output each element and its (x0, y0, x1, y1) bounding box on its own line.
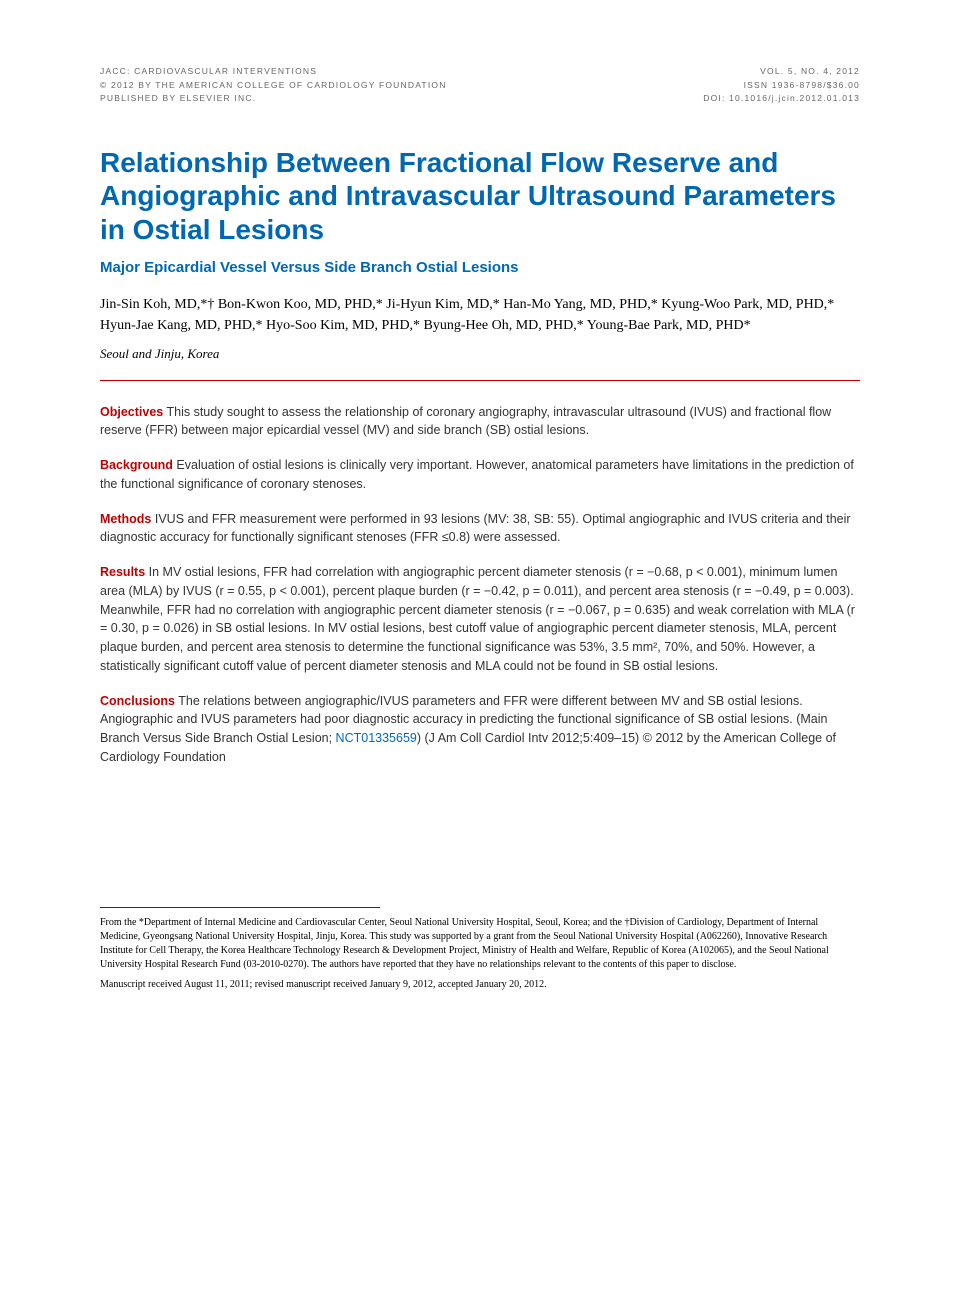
abstract-background: Background Evaluation of ostial lesions … (100, 456, 860, 494)
article-title: Relationship Between Fractional Flow Res… (100, 146, 860, 247)
title-divider (100, 380, 860, 381)
affiliation-footnote: From the *Department of Internal Medicin… (100, 916, 860, 972)
header-left: JACC: CARDIOVASCULAR INTERVENTIONS © 201… (100, 65, 447, 106)
author-list: Jin-Sin Koh, MD,*† Bon-Kwon Koo, MD, PHD… (100, 294, 860, 336)
methods-text: IVUS and FFR measurement were performed … (100, 512, 851, 545)
background-text: Evaluation of ostial lesions is clinical… (100, 458, 854, 491)
results-label: Results (100, 565, 145, 579)
background-label: Background (100, 458, 173, 472)
methods-label: Methods (100, 512, 151, 526)
abstract-objectives: Objectives This study sought to assess t… (100, 403, 860, 441)
footnote-divider (100, 907, 380, 908)
journal-name: JACC: CARDIOVASCULAR INTERVENTIONS (100, 65, 447, 79)
abstract-results: Results In MV ostial lesions, FFR had co… (100, 563, 860, 676)
journal-header: JACC: CARDIOVASCULAR INTERVENTIONS © 201… (100, 65, 860, 106)
volume-issue: VOL. 5, NO. 4, 2012 (703, 65, 860, 79)
article-subtitle: Major Epicardial Vessel Versus Side Bran… (100, 259, 860, 276)
results-text: In MV ostial lesions, FFR had correlatio… (100, 565, 855, 673)
issn-line: ISSN 1936-8798/$36.00 (703, 79, 860, 93)
conclusions-label: Conclusions (100, 694, 175, 708)
copyright-line: © 2012 BY THE AMERICAN COLLEGE OF CARDIO… (100, 79, 447, 93)
doi-line: DOI: 10.1016/j.jcin.2012.01.013 (703, 92, 860, 106)
header-right: VOL. 5, NO. 4, 2012 ISSN 1936-8798/$36.0… (703, 65, 860, 106)
publisher-line: PUBLISHED BY ELSEVIER INC. (100, 92, 447, 106)
abstract-methods: Methods IVUS and FFR measurement were pe… (100, 510, 860, 548)
objectives-label: Objectives (100, 405, 163, 419)
author-location: Seoul and Jinju, Korea (100, 346, 860, 362)
abstract-conclusions: Conclusions The relations between angiog… (100, 692, 860, 767)
trial-id-link[interactable]: NCT01335659 (336, 731, 417, 745)
objectives-text: This study sought to assess the relation… (100, 405, 831, 438)
manuscript-footnote: Manuscript received August 11, 2011; rev… (100, 978, 860, 992)
